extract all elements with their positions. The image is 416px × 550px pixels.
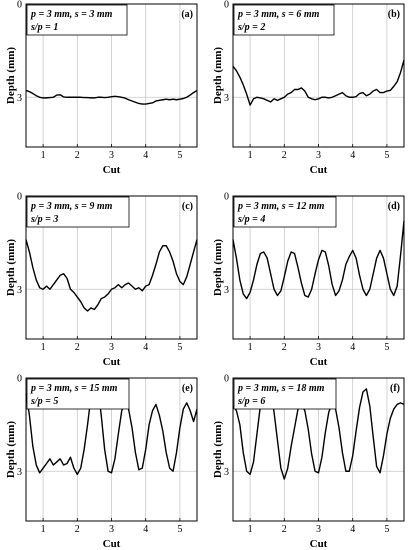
x-tick-label: 1 <box>41 342 46 353</box>
x-tick-label: 5 <box>384 150 389 161</box>
x-tick-label: 5 <box>177 150 182 161</box>
panel-a: 1 2 3 4 5 0 3 Cut Depth (mm) p = 3 mm, s = 3 mm s/… <box>5 0 198 176</box>
info-box <box>233 378 337 410</box>
depth-series-line <box>25 89 198 105</box>
x-tick-label: 4 <box>143 524 148 535</box>
depth-series-line <box>232 59 405 106</box>
info-line-spacing: p = 3 mm, s = 6 mm <box>237 9 320 20</box>
panel-e: 1 2 3 4 5 0 3 Cut Depth (mm) p = 3 mm, s = 15 mm s… <box>5 374 198 550</box>
info-line-ratio: s/p = 4 <box>237 214 265 225</box>
y-axis-title: Depth (mm) <box>5 239 17 296</box>
info-line-spacing: p = 3 mm, s = 15 mm <box>30 383 118 394</box>
panel-c: 1 2 3 4 5 0 3 Cut Depth (mm) p = 3 mm, s = 9 mm s/… <box>5 192 198 368</box>
info-line-ratio: s/p = 6 <box>237 396 265 407</box>
panel-label: (d) <box>388 201 400 212</box>
x-axis-title: Cut <box>310 538 328 550</box>
panel-f: 1 2 3 4 5 0 3 Cut Depth (mm) p = 3 mm, s = 18 mm s… <box>212 374 405 550</box>
panel-d: 1 2 3 4 5 0 3 Cut Depth (mm) p = 3 mm, s = 12 mm s… <box>212 192 405 368</box>
y-tick-label: 3 <box>17 467 22 478</box>
info-line-ratio: s/p = 5 <box>30 396 58 407</box>
x-axis-title: Cut <box>103 538 121 550</box>
y-axis-title: Depth (mm) <box>212 421 224 478</box>
info-line-spacing: p = 3 mm, s = 12 mm <box>237 201 325 212</box>
x-tick-label: 5 <box>177 342 182 353</box>
x-tick-label: 5 <box>177 524 182 535</box>
y-axis-title: Depth (mm) <box>212 239 224 296</box>
y-tick-label: 3 <box>17 285 22 296</box>
y-axis-title: Depth (mm) <box>5 421 17 478</box>
x-tick-label: 2 <box>75 524 80 535</box>
y-tick-label: 0 <box>224 374 229 385</box>
x-axis-title: Cut <box>310 356 328 368</box>
y-tick-label: 0 <box>17 0 22 11</box>
info-line-ratio: s/p = 1 <box>30 22 58 33</box>
y-tick-label: 0 <box>224 192 229 203</box>
panel-b: 1 2 3 4 5 0 3 Cut Depth (mm) p = 3 mm, s = 6 mm s/… <box>212 0 405 176</box>
y-tick-label: 0 <box>17 192 22 203</box>
x-tick-label: 2 <box>282 342 287 353</box>
x-tick-label: 4 <box>143 342 148 353</box>
panel-label: (f) <box>390 383 400 394</box>
x-tick-label: 4 <box>350 150 355 161</box>
panel-label: (a) <box>181 9 193 20</box>
info-line-spacing: p = 3 mm, s = 18 mm <box>237 383 325 394</box>
x-tick-label: 2 <box>282 150 287 161</box>
y-tick-label: 3 <box>224 93 229 104</box>
info-box <box>26 196 130 228</box>
y-tick-label: 3 <box>224 467 229 478</box>
info-line-ratio: s/p = 3 <box>30 214 58 225</box>
y-axis-title: Depth (mm) <box>5 47 17 104</box>
y-axis-title: Depth (mm) <box>212 47 224 104</box>
info-line-spacing: p = 3 mm, s = 3 mm <box>30 9 113 20</box>
info-box <box>26 378 130 410</box>
y-tick-label: 3 <box>17 93 22 104</box>
x-tick-label: 2 <box>75 150 80 161</box>
panel-label: (b) <box>388 9 400 20</box>
x-axis-title: Cut <box>310 164 328 176</box>
panel-label: (e) <box>182 383 193 394</box>
info-box <box>233 196 337 228</box>
x-tick-label: 5 <box>384 524 389 535</box>
x-tick-label: 3 <box>316 342 321 353</box>
y-tick-label: 3 <box>224 285 229 296</box>
y-tick-label: 0 <box>17 374 22 385</box>
x-tick-label: 5 <box>384 342 389 353</box>
x-tick-label: 1 <box>248 342 253 353</box>
x-tick-label: 3 <box>109 150 114 161</box>
depth-series-line <box>25 381 198 476</box>
info-box <box>26 4 128 36</box>
x-axis-title: Cut <box>103 356 121 368</box>
x-tick-label: 3 <box>316 524 321 535</box>
x-tick-label: 4 <box>350 342 355 353</box>
x-tick-label: 2 <box>75 342 80 353</box>
depth-series-line <box>232 220 405 300</box>
x-tick-label: 3 <box>316 150 321 161</box>
info-box <box>233 4 335 36</box>
depth-series-line <box>25 239 198 312</box>
x-tick-label: 1 <box>41 524 46 535</box>
info-line-ratio: s/p = 2 <box>237 22 265 33</box>
info-line-spacing: p = 3 mm, s = 9 mm <box>30 201 113 212</box>
x-tick-label: 1 <box>248 150 253 161</box>
x-tick-label: 3 <box>109 342 114 353</box>
panel-label: (c) <box>182 201 193 212</box>
x-axis-title: Cut <box>103 164 121 176</box>
x-tick-label: 2 <box>282 524 287 535</box>
x-tick-label: 1 <box>41 150 46 161</box>
x-tick-label: 4 <box>350 524 355 535</box>
x-tick-label: 3 <box>109 524 114 535</box>
x-tick-label: 4 <box>143 150 148 161</box>
y-tick-label: 0 <box>224 0 229 11</box>
x-tick-label: 1 <box>248 524 253 535</box>
